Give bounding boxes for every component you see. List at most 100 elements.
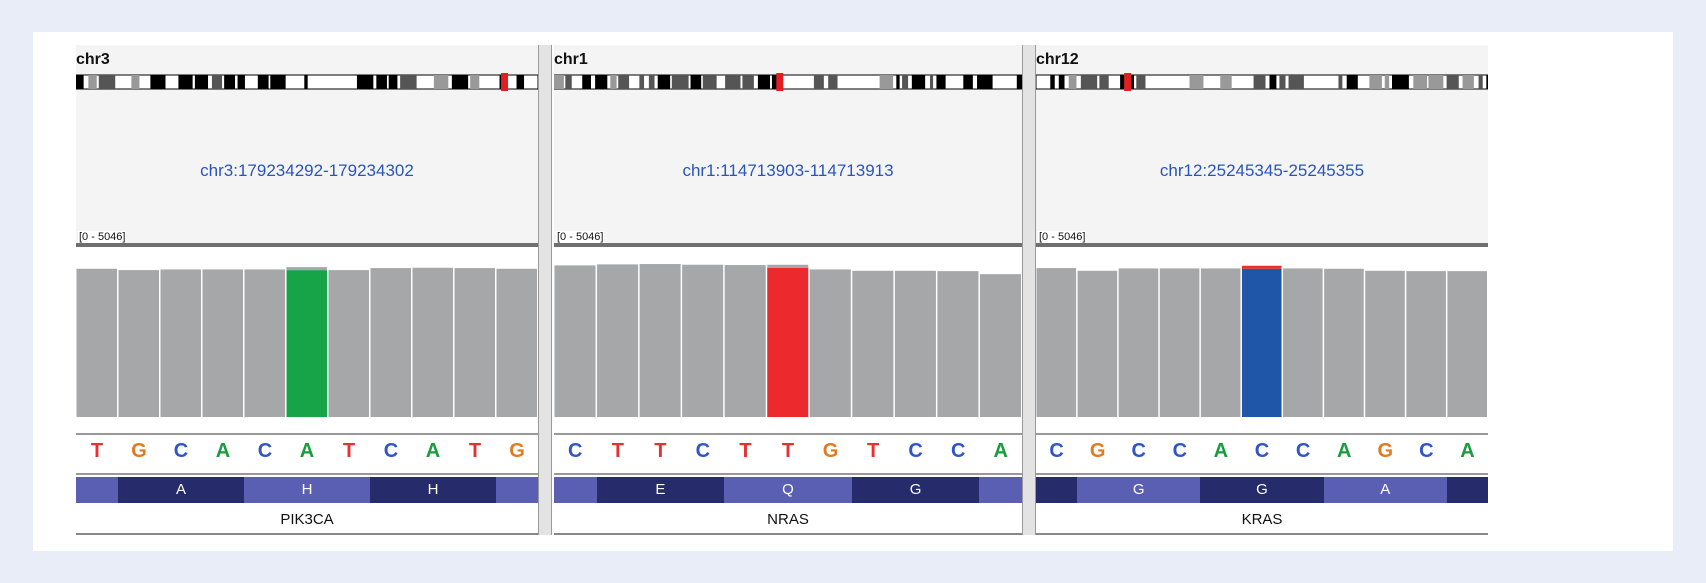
coverage-bar[interactable] xyxy=(1365,270,1405,417)
coverage-bar[interactable] xyxy=(979,274,1021,417)
ideogram-band xyxy=(237,75,245,89)
ideogram-band xyxy=(451,75,469,89)
coverage-bar[interactable] xyxy=(1036,268,1077,417)
ideogram-band xyxy=(1189,75,1204,89)
ideogram-band xyxy=(690,75,702,89)
base-G: G xyxy=(1089,440,1106,462)
variant-coverage-bar[interactable] xyxy=(767,267,809,417)
variant-coverage-bar[interactable] xyxy=(286,270,328,417)
ideogram-band xyxy=(131,75,140,89)
coverage-bar[interactable] xyxy=(852,270,894,417)
amino-acid xyxy=(496,477,538,503)
coverage-bar[interactable] xyxy=(160,269,202,417)
gene-track[interactable]: NRAS xyxy=(554,503,1022,535)
ideogram-band xyxy=(1253,75,1266,89)
ideogram-band xyxy=(211,75,223,89)
chromosome-ideogram[interactable] xyxy=(1036,73,1488,91)
base-C: C xyxy=(1419,440,1434,462)
coverage-bar[interactable] xyxy=(1324,268,1364,417)
ideogram-band xyxy=(376,75,387,89)
base-A: A xyxy=(299,440,315,462)
ideogram-band xyxy=(582,75,591,89)
coverage-bar[interactable] xyxy=(682,264,724,417)
locus-panel-chr3[interactable]: chr3 chr3:179234292-179234302 [0 - 5046]… xyxy=(76,45,538,535)
current-region-marker xyxy=(1124,73,1132,91)
coverage-bar[interactable] xyxy=(454,268,496,417)
coverage-bar[interactable] xyxy=(1200,268,1241,417)
coverage-bar[interactable] xyxy=(1406,271,1446,417)
gene-track[interactable]: PIK3CA xyxy=(76,503,538,535)
locus-panel-chr1[interactable]: chr1 chr1:114713903-114713913 [0 - 5046]… xyxy=(554,45,1022,535)
locus-panel-chr12[interactable]: chr12 chr12:25245345-25245355 [0 - 5046]… xyxy=(1036,45,1488,535)
gene-track[interactable]: KRAS xyxy=(1036,503,1488,535)
ideogram-band xyxy=(595,75,608,89)
amino-acid xyxy=(1036,477,1078,503)
ideogram-band xyxy=(702,75,717,89)
coverage-bar[interactable] xyxy=(554,265,596,417)
coverage-bar[interactable] xyxy=(412,267,454,417)
base-T: T xyxy=(90,440,104,462)
base-C: C xyxy=(568,440,583,462)
coverage-bar[interactable] xyxy=(328,270,370,417)
amino-acid: G xyxy=(851,477,980,503)
ideogram-band xyxy=(1068,75,1077,89)
base-C: C xyxy=(1049,440,1064,462)
coverage-bar[interactable] xyxy=(244,269,286,417)
reference-allele-cap xyxy=(1241,265,1282,269)
coverage-bar[interactable] xyxy=(1283,268,1323,417)
locus-label: chr3:179234292-179234302 xyxy=(200,161,414,180)
base-T: T xyxy=(654,440,667,462)
coverage-track[interactable] xyxy=(554,247,1022,467)
ideogram-band xyxy=(1080,75,1098,89)
ideogram-band xyxy=(554,75,564,89)
base-A: A xyxy=(1460,440,1475,462)
amino-acid: G xyxy=(1077,477,1201,503)
base-T: T xyxy=(866,440,880,462)
base-G: G xyxy=(1377,440,1394,462)
variant-coverage-bar[interactable] xyxy=(1241,268,1282,417)
ideogram-band xyxy=(1220,75,1232,89)
ideogram-band xyxy=(1288,75,1304,89)
ideogram-band xyxy=(98,75,116,89)
coverage-bar[interactable] xyxy=(894,270,936,417)
coverage-bar[interactable] xyxy=(597,264,639,417)
chromosome-ideogram[interactable] xyxy=(76,73,538,91)
base-T: T xyxy=(781,440,795,462)
coverage-bar[interactable] xyxy=(809,269,851,417)
ideogram-band xyxy=(1058,75,1065,89)
coverage-bar[interactable] xyxy=(639,264,681,417)
coverage-bar[interactable] xyxy=(724,265,766,417)
coverage-bar[interactable] xyxy=(1447,271,1487,417)
chromosome-ideogram[interactable] xyxy=(554,73,1022,91)
coverage-track[interactable] xyxy=(1036,247,1488,467)
base-A: A xyxy=(1213,440,1229,462)
coverage-bar[interactable] xyxy=(496,268,538,417)
locus-label: chr12:25245345-25245355 xyxy=(1159,161,1365,180)
coverage-bar[interactable] xyxy=(118,270,160,417)
coverage-bar[interactable] xyxy=(1077,270,1118,417)
base-A: A xyxy=(425,440,441,462)
coverage-track[interactable] xyxy=(76,247,538,467)
base-T: T xyxy=(468,440,482,462)
gene-name: PIK3CA xyxy=(280,511,334,528)
amino-acid: E xyxy=(596,477,725,503)
coverage-bar[interactable] xyxy=(76,268,118,417)
coverage-bar[interactable] xyxy=(1159,268,1200,417)
ideogram-band xyxy=(648,75,655,89)
ideogram-band xyxy=(742,75,754,89)
base-C: C xyxy=(383,440,399,462)
coverage-bar[interactable] xyxy=(1118,268,1159,417)
ideogram-band xyxy=(178,75,193,89)
coverage-bar[interactable] xyxy=(937,271,979,417)
panel-header: chr3 chr3:179234292-179234302 xyxy=(76,45,538,247)
panel-divider[interactable] xyxy=(1022,45,1036,535)
base-C: C xyxy=(950,440,966,462)
coverage-bar[interactable] xyxy=(202,269,244,417)
locus-label: chr1:114713903-114713913 xyxy=(682,161,894,180)
panel-divider[interactable] xyxy=(538,45,552,535)
base-C: C xyxy=(1172,440,1188,462)
coverage-bar[interactable] xyxy=(370,268,412,417)
amino-acid: A xyxy=(118,477,244,503)
